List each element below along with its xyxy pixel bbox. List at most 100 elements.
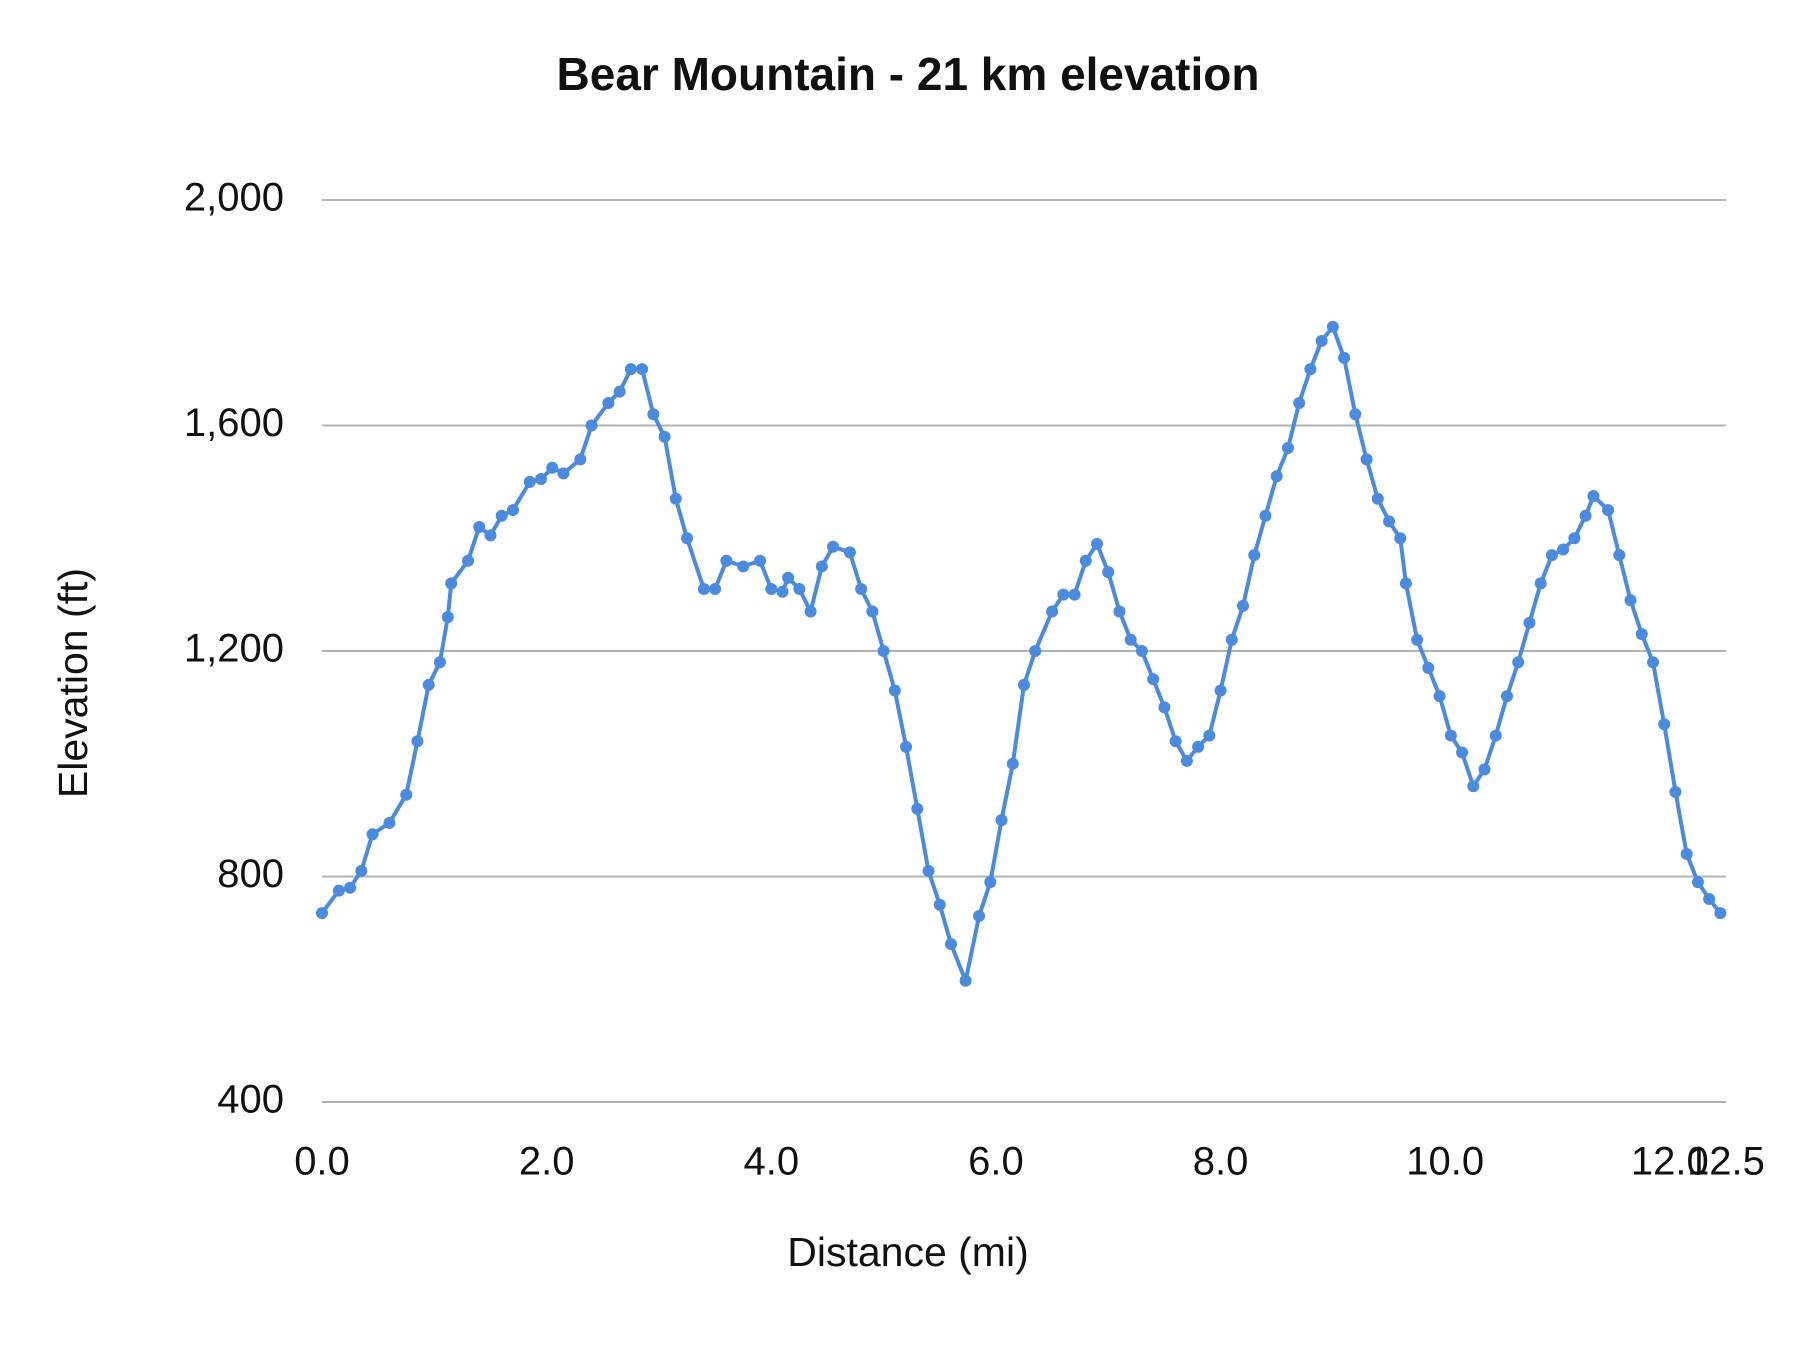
x-tick-label: 12.0: [1631, 1140, 1709, 1184]
point: [1360, 453, 1373, 466]
point: [636, 363, 649, 376]
point: [922, 864, 935, 877]
point: [1534, 577, 1547, 590]
point: [1192, 740, 1205, 753]
point: [900, 740, 913, 753]
point: [1399, 577, 1412, 590]
point: [1057, 588, 1070, 601]
point: [827, 540, 840, 553]
point: [1259, 509, 1272, 522]
point: [1478, 763, 1491, 776]
point: [1029, 645, 1042, 657]
point: [1293, 396, 1306, 409]
point: [495, 509, 508, 522]
y-axis-title: Elevation (ft): [50, 568, 96, 798]
point: [754, 554, 767, 567]
x-axis-title: Distance (mi): [787, 1229, 1028, 1275]
point: [523, 475, 536, 488]
point: [1512, 656, 1525, 669]
point: [1326, 320, 1339, 333]
x-tick-label: 12.5: [1687, 1140, 1765, 1184]
point: [1068, 588, 1081, 601]
point: [574, 453, 587, 466]
point: [1557, 543, 1570, 556]
point: [1158, 701, 1171, 714]
point: [411, 735, 424, 748]
point: [624, 363, 637, 376]
point: [1180, 754, 1193, 767]
point: [782, 571, 795, 584]
x-tick-label: 8.0: [1193, 1140, 1249, 1184]
point: [720, 554, 733, 567]
x-tick-label: 4.0: [743, 1140, 799, 1184]
y-tick-label: 2,000: [184, 176, 284, 220]
y-tick-label: 1,600: [184, 401, 284, 445]
point: [1225, 633, 1238, 646]
point: [400, 788, 413, 801]
point: [1237, 599, 1250, 612]
y-tick-label: 800: [217, 852, 284, 896]
point: [815, 560, 828, 573]
point: [535, 473, 548, 486]
point: [1091, 537, 1104, 550]
point: [473, 520, 486, 533]
y-tick-label: 400: [217, 1078, 284, 1122]
point: [1315, 334, 1328, 347]
point: [1338, 351, 1351, 364]
point: [1383, 515, 1396, 528]
point: [1680, 847, 1693, 860]
point: [585, 419, 598, 432]
point: [383, 816, 396, 829]
point: [1545, 549, 1558, 562]
point: [1579, 509, 1592, 522]
point: [602, 396, 615, 409]
point: [944, 938, 957, 951]
x-tick-label: 10.0: [1406, 1140, 1484, 1184]
x-tick-label: 6.0: [968, 1140, 1024, 1184]
point: [1635, 628, 1648, 641]
point: [506, 504, 519, 517]
point: [1248, 549, 1261, 562]
point: [422, 678, 435, 691]
point: [1147, 673, 1160, 686]
point: [843, 546, 856, 559]
point: [1646, 656, 1659, 669]
point: [959, 974, 972, 987]
point: [984, 876, 997, 889]
point: [1422, 661, 1435, 674]
point: [1371, 492, 1384, 505]
point: [1203, 729, 1216, 742]
point: [1006, 757, 1019, 770]
point: [776, 585, 789, 598]
point: [933, 898, 946, 911]
point: [995, 814, 1008, 827]
point: [877, 645, 890, 657]
point: [709, 582, 722, 595]
point: [1135, 645, 1148, 657]
point: [1691, 876, 1704, 889]
point: [557, 467, 570, 480]
point: [1411, 633, 1424, 646]
point: [433, 656, 446, 669]
point: [1523, 616, 1536, 629]
point: [681, 532, 694, 545]
point: [1500, 690, 1513, 703]
point: [332, 884, 345, 897]
point: [1304, 363, 1317, 376]
point: [973, 909, 986, 922]
point: [1489, 729, 1502, 742]
point: [793, 582, 806, 595]
point: [1113, 605, 1126, 618]
point: [1214, 684, 1227, 697]
point: [484, 529, 497, 542]
point: [1624, 594, 1637, 607]
point: [765, 582, 778, 595]
point: [1018, 678, 1030, 691]
x-tick-label: 0.0: [294, 1140, 350, 1184]
point: [1703, 893, 1716, 906]
point: [911, 802, 924, 815]
point: [1102, 566, 1115, 579]
point: [613, 385, 626, 398]
point: [1568, 532, 1581, 545]
